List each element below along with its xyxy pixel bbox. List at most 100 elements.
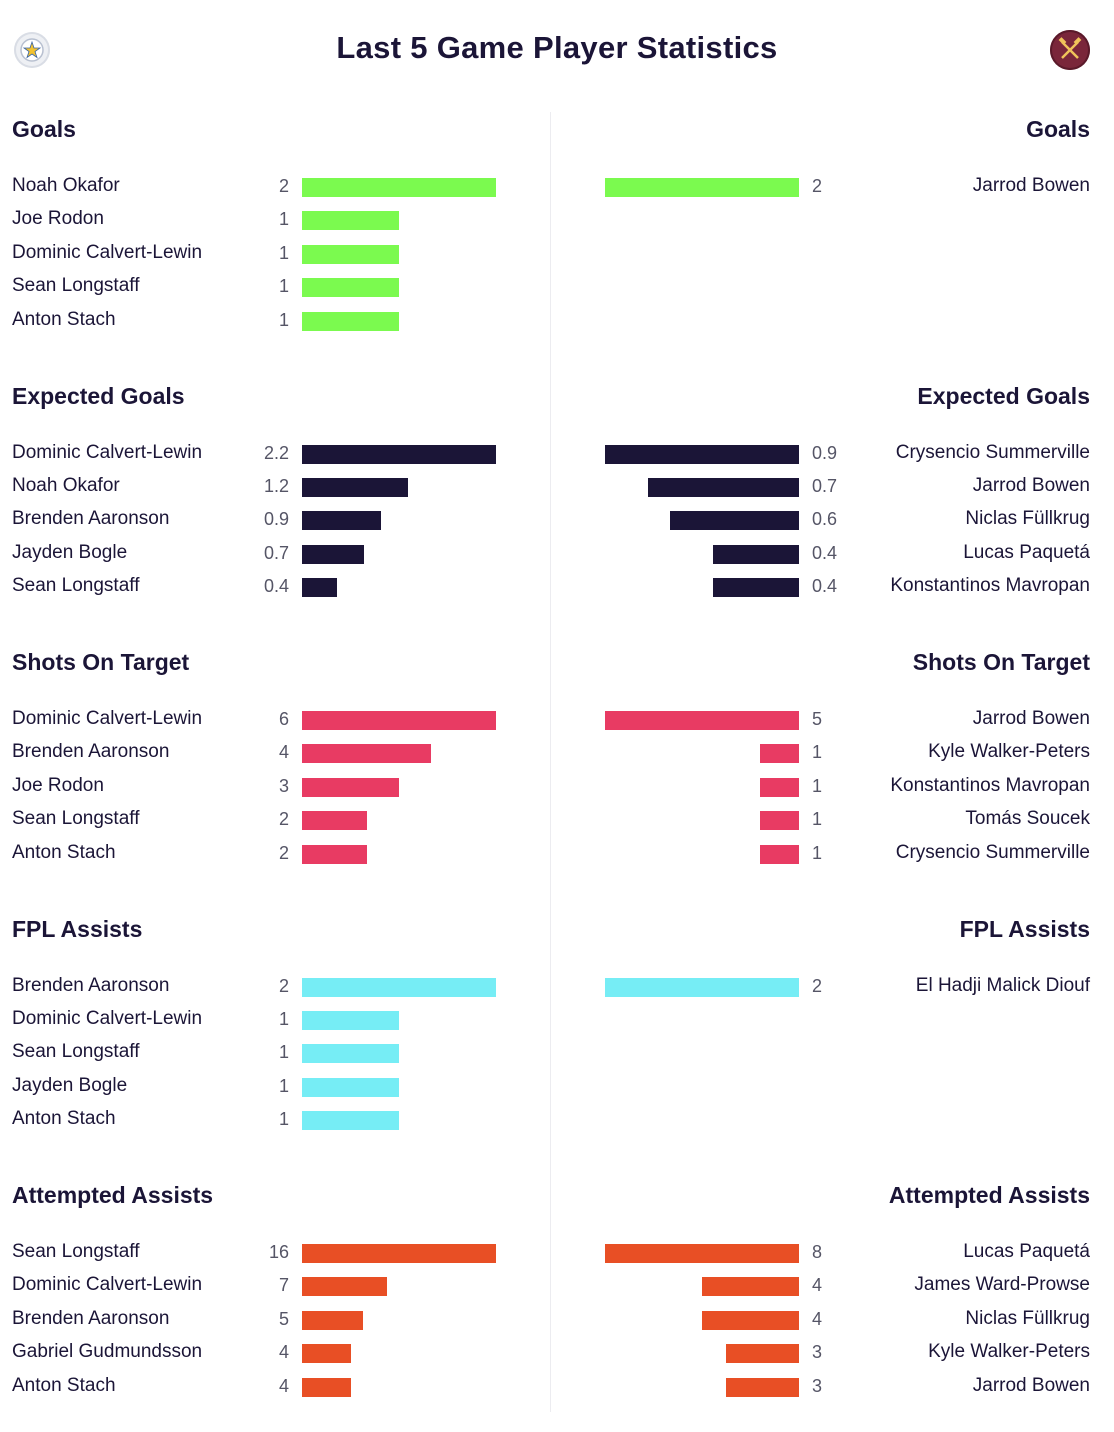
stat-bar (302, 744, 431, 764)
player-name: Niclas Füllkrug (965, 1307, 1090, 1329)
stat-bar (302, 477, 408, 497)
stat-value: 2 (278, 176, 289, 196)
stat-row-left: Brenden Aaronson 0.9 (0, 505, 550, 535)
stat-value: 1 (278, 309, 289, 330)
stat-value: 2.2 (263, 442, 289, 463)
stat-row-right: 0.4 Konstantinos Mavropan (551, 572, 1114, 602)
stat-value: 1 (278, 209, 289, 230)
stat-bar (302, 311, 399, 331)
stat-value: 2 (278, 842, 289, 863)
stat-bar (302, 578, 337, 598)
stat-row-right: 3 Jarrod Bowen (551, 1372, 1114, 1402)
stat-value: 8 (812, 1242, 823, 1262)
stat-row-right: 4 Niclas Füllkrug (551, 1305, 1114, 1335)
player-name: Brenden Aaronson (12, 974, 170, 996)
stat-row-left: Gabriel Gudmundsson 4 (0, 1338, 550, 1368)
stat-row-left: Jayden Bogle 1 (0, 1072, 550, 1102)
stat-value: 1 (278, 242, 289, 263)
player-name: Dominic Calvert-Lewin (12, 1274, 203, 1296)
player-name: Crysencio Summerville (895, 441, 1090, 463)
player-name: Kyle Walker-Peters (928, 741, 1090, 763)
player-name: Sean Longstaff (12, 1041, 140, 1063)
stat-value: 6 (278, 709, 289, 729)
stat-section: Attempted Assists Attempted Assists Sean L… (0, 1182, 1114, 1432)
player-name: Brenden Aaronson (12, 508, 170, 530)
section-title-left: Shots On Target (12, 649, 190, 675)
stat-row-left: Brenden Aaronson 5 (0, 1305, 550, 1335)
stat-row-left: Brenden Aaronson 4 (0, 738, 550, 768)
player-name: Dominic Calvert-Lewin (12, 1007, 203, 1029)
stat-value: 1 (278, 276, 289, 297)
player-name: James Ward-Prowse (914, 1274, 1090, 1296)
stat-row-right: 2 El Hadji Malick Diouf (551, 972, 1114, 1002)
stat-row-left: Jayden Bogle 0.7 (0, 539, 550, 569)
stat-row-left: Dominic Calvert-Lewin 1 (0, 239, 550, 269)
stat-row-left: Sean Longstaff 1 (0, 1038, 550, 1068)
stat-value: 1 (278, 1042, 289, 1063)
page-title: Last 5 Game Player Statistics (336, 30, 778, 65)
stat-row-left: Brenden Aaronson 2 (0, 972, 550, 1002)
stat-value: 4 (278, 1342, 289, 1363)
stat-row-left: Joe Rodon 3 (0, 772, 550, 802)
player-name: Kyle Walker-Peters (928, 1341, 1090, 1363)
stat-bar (702, 1277, 799, 1297)
stat-bar (302, 1344, 351, 1364)
stat-bar (302, 1310, 363, 1330)
section-title-right: Attempted Assists (888, 1182, 1090, 1208)
stat-bar (302, 178, 496, 197)
player-name: Jayden Bogle (12, 1074, 128, 1096)
stat-bar (302, 811, 367, 831)
stat-row-left: Dominic Calvert-Lewin 7 (0, 1271, 550, 1301)
stat-row-left: Dominic Calvert-Lewin 6 (0, 705, 550, 735)
stat-value: 5 (278, 1308, 289, 1329)
stat-value: 4 (278, 1375, 289, 1396)
stat-value: 1 (278, 1109, 289, 1130)
player-name: Niclas Füllkrug (965, 508, 1090, 530)
stat-value: 3 (812, 1342, 823, 1363)
player-name: Crysencio Summerville (895, 841, 1090, 863)
player-name: Dominic Calvert-Lewin (12, 708, 203, 729)
stat-bar (302, 444, 496, 464)
stat-bar (605, 711, 799, 730)
player-name: Gabriel Gudmundsson (12, 1341, 203, 1363)
stat-bar (302, 1244, 496, 1263)
section-title-left: Expected Goals (12, 382, 185, 409)
player-name: Jarrod Bowen (972, 175, 1090, 196)
player-name: Jayden Bogle (12, 541, 128, 563)
player-name: Sean Longstaff (12, 575, 140, 597)
stat-bar (302, 711, 496, 730)
player-name: Noah Okafor (12, 175, 120, 196)
stat-row-right: 1 Tomás Soucek (551, 805, 1114, 835)
stat-bar (760, 744, 799, 764)
stat-bar (713, 544, 799, 564)
stat-bar (760, 811, 799, 831)
player-name: Brenden Aaronson (12, 1307, 170, 1329)
stat-row-right: 8 Lucas Paquetá (551, 1238, 1114, 1268)
stat-value: 0.9 (263, 509, 289, 530)
stat-bar (726, 1344, 799, 1364)
stat-bar (605, 444, 799, 464)
stat-bar (302, 544, 364, 564)
west-ham-crest-icon (1050, 30, 1090, 70)
stat-row-left: Joe Rodon 1 (0, 205, 550, 235)
stat-bar (302, 777, 399, 797)
stat-bar (605, 977, 799, 997)
stat-section: Goals Goals Noah Okafor 2 Joe Rodon 1 Dominic … (0, 116, 1114, 366)
stat-row-right: 0.4 Lucas Paquetá (551, 539, 1114, 569)
player-name: Anton Stach (12, 308, 116, 330)
stat-row-right: 4 James Ward-Prowse (551, 1271, 1114, 1301)
stat-value: 3 (278, 775, 289, 796)
player-name: El Hadji Malick Diouf (915, 974, 1090, 996)
stat-value: 1 (812, 775, 823, 796)
stat-value: 2 (278, 809, 289, 830)
player-name: Tomás Soucek (965, 808, 1090, 830)
stat-value: 1.2 (263, 475, 289, 496)
player-name: Sean Longstaff (12, 808, 140, 830)
stat-bar (302, 1010, 399, 1030)
stat-bar (605, 178, 799, 197)
stat-bar (713, 578, 799, 598)
stat-value: 1 (812, 742, 823, 763)
stat-row-left: Anton Stach 4 (0, 1372, 550, 1402)
player-name: Anton Stach (12, 841, 116, 863)
stat-value: 0.4 (263, 576, 289, 597)
